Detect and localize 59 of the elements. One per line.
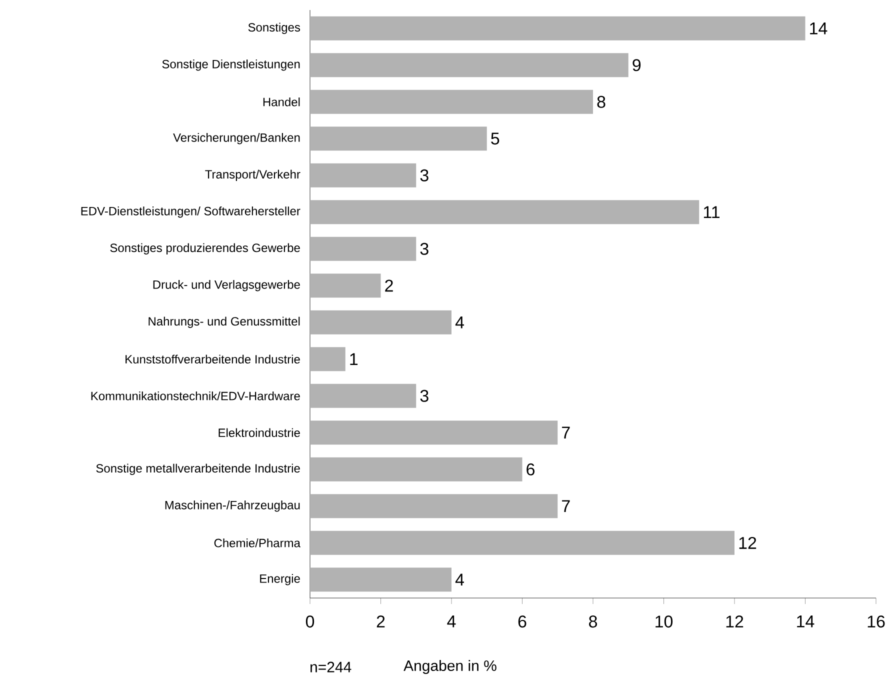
data-label: 11 <box>704 206 720 218</box>
data-label: 4 <box>455 574 464 586</box>
data-label: 7 <box>562 500 570 512</box>
bar <box>310 236 416 261</box>
data-label: 5 <box>491 132 500 145</box>
y-tick-label: Elektroindustrie <box>218 428 300 438</box>
bar <box>310 530 735 555</box>
data-label: 4 <box>455 316 464 328</box>
y-tick-label: Sonstiges <box>248 22 300 34</box>
data-label: 3 <box>420 242 428 255</box>
y-tick-label: Maschinen-/Fahrzeugbau <box>165 500 300 512</box>
data-label: 3 <box>420 390 428 402</box>
data-label: 3 <box>420 169 428 182</box>
data-label: 1 <box>350 353 358 365</box>
x-tick-label: 10 <box>656 616 673 628</box>
x-tick-label: 8 <box>589 616 597 628</box>
x-tick-label: 14 <box>797 616 814 628</box>
y-tick-label: Sonstige Dienstleistungen <box>162 60 300 71</box>
bar <box>310 16 806 40</box>
bar <box>310 568 452 592</box>
y-tick-label: Versicherungen/Banken <box>173 133 300 144</box>
x-tick-label: 4 <box>447 616 456 628</box>
bar <box>310 274 381 298</box>
x-tick-label: 6 <box>518 616 526 628</box>
y-tick-label: Transport/Verkehr <box>205 170 300 181</box>
bar <box>310 200 700 224</box>
y-tick-label: Druck- und Verlagsgewerbe <box>153 280 300 292</box>
bar <box>310 53 628 78</box>
data-label: 12 <box>739 536 756 549</box>
bar <box>310 347 346 372</box>
y-tick-label: EDV-Dienstleistungen/ Softwarehersteller <box>81 206 300 218</box>
x-tick-label: 0 <box>306 616 314 628</box>
y-tick-label: Chemie/Pharma <box>214 538 300 548</box>
bar <box>310 494 558 518</box>
data-label: 14 <box>810 22 828 34</box>
y-tick-label: Sonstige metallverarbeitende Industrie <box>96 464 300 475</box>
y-tick-label: Kommunikationstechnik/EDV-Hardware <box>91 391 300 400</box>
data-label: 9 <box>632 59 641 72</box>
x-tick-label: 12 <box>726 616 744 628</box>
y-tick-label: Nahrungs- und Genussmittel <box>148 316 300 328</box>
x-tick-label: 2 <box>376 616 385 628</box>
bar <box>310 90 594 114</box>
x-tick-label: 16 <box>868 616 885 628</box>
bar <box>310 126 487 151</box>
bar <box>310 163 416 188</box>
y-tick-label: Handel <box>263 97 300 106</box>
data-label: 8 <box>597 96 606 108</box>
bar <box>310 420 558 445</box>
bar <box>310 384 416 408</box>
text: Angaben in % <box>404 660 496 674</box>
y-tick-label: Sonstiges produzierendes Gewerbe <box>110 243 300 254</box>
data-label: 6 <box>526 463 534 476</box>
data-label: 7 <box>562 426 570 438</box>
bar <box>310 310 452 334</box>
bar <box>310 457 522 482</box>
text: n=244 <box>310 662 352 672</box>
y-tick-label: Energie <box>260 574 300 586</box>
y-tick-label: Kunststoffverarbeitende Industrie <box>126 354 300 364</box>
data-label: 2 <box>385 280 393 292</box>
